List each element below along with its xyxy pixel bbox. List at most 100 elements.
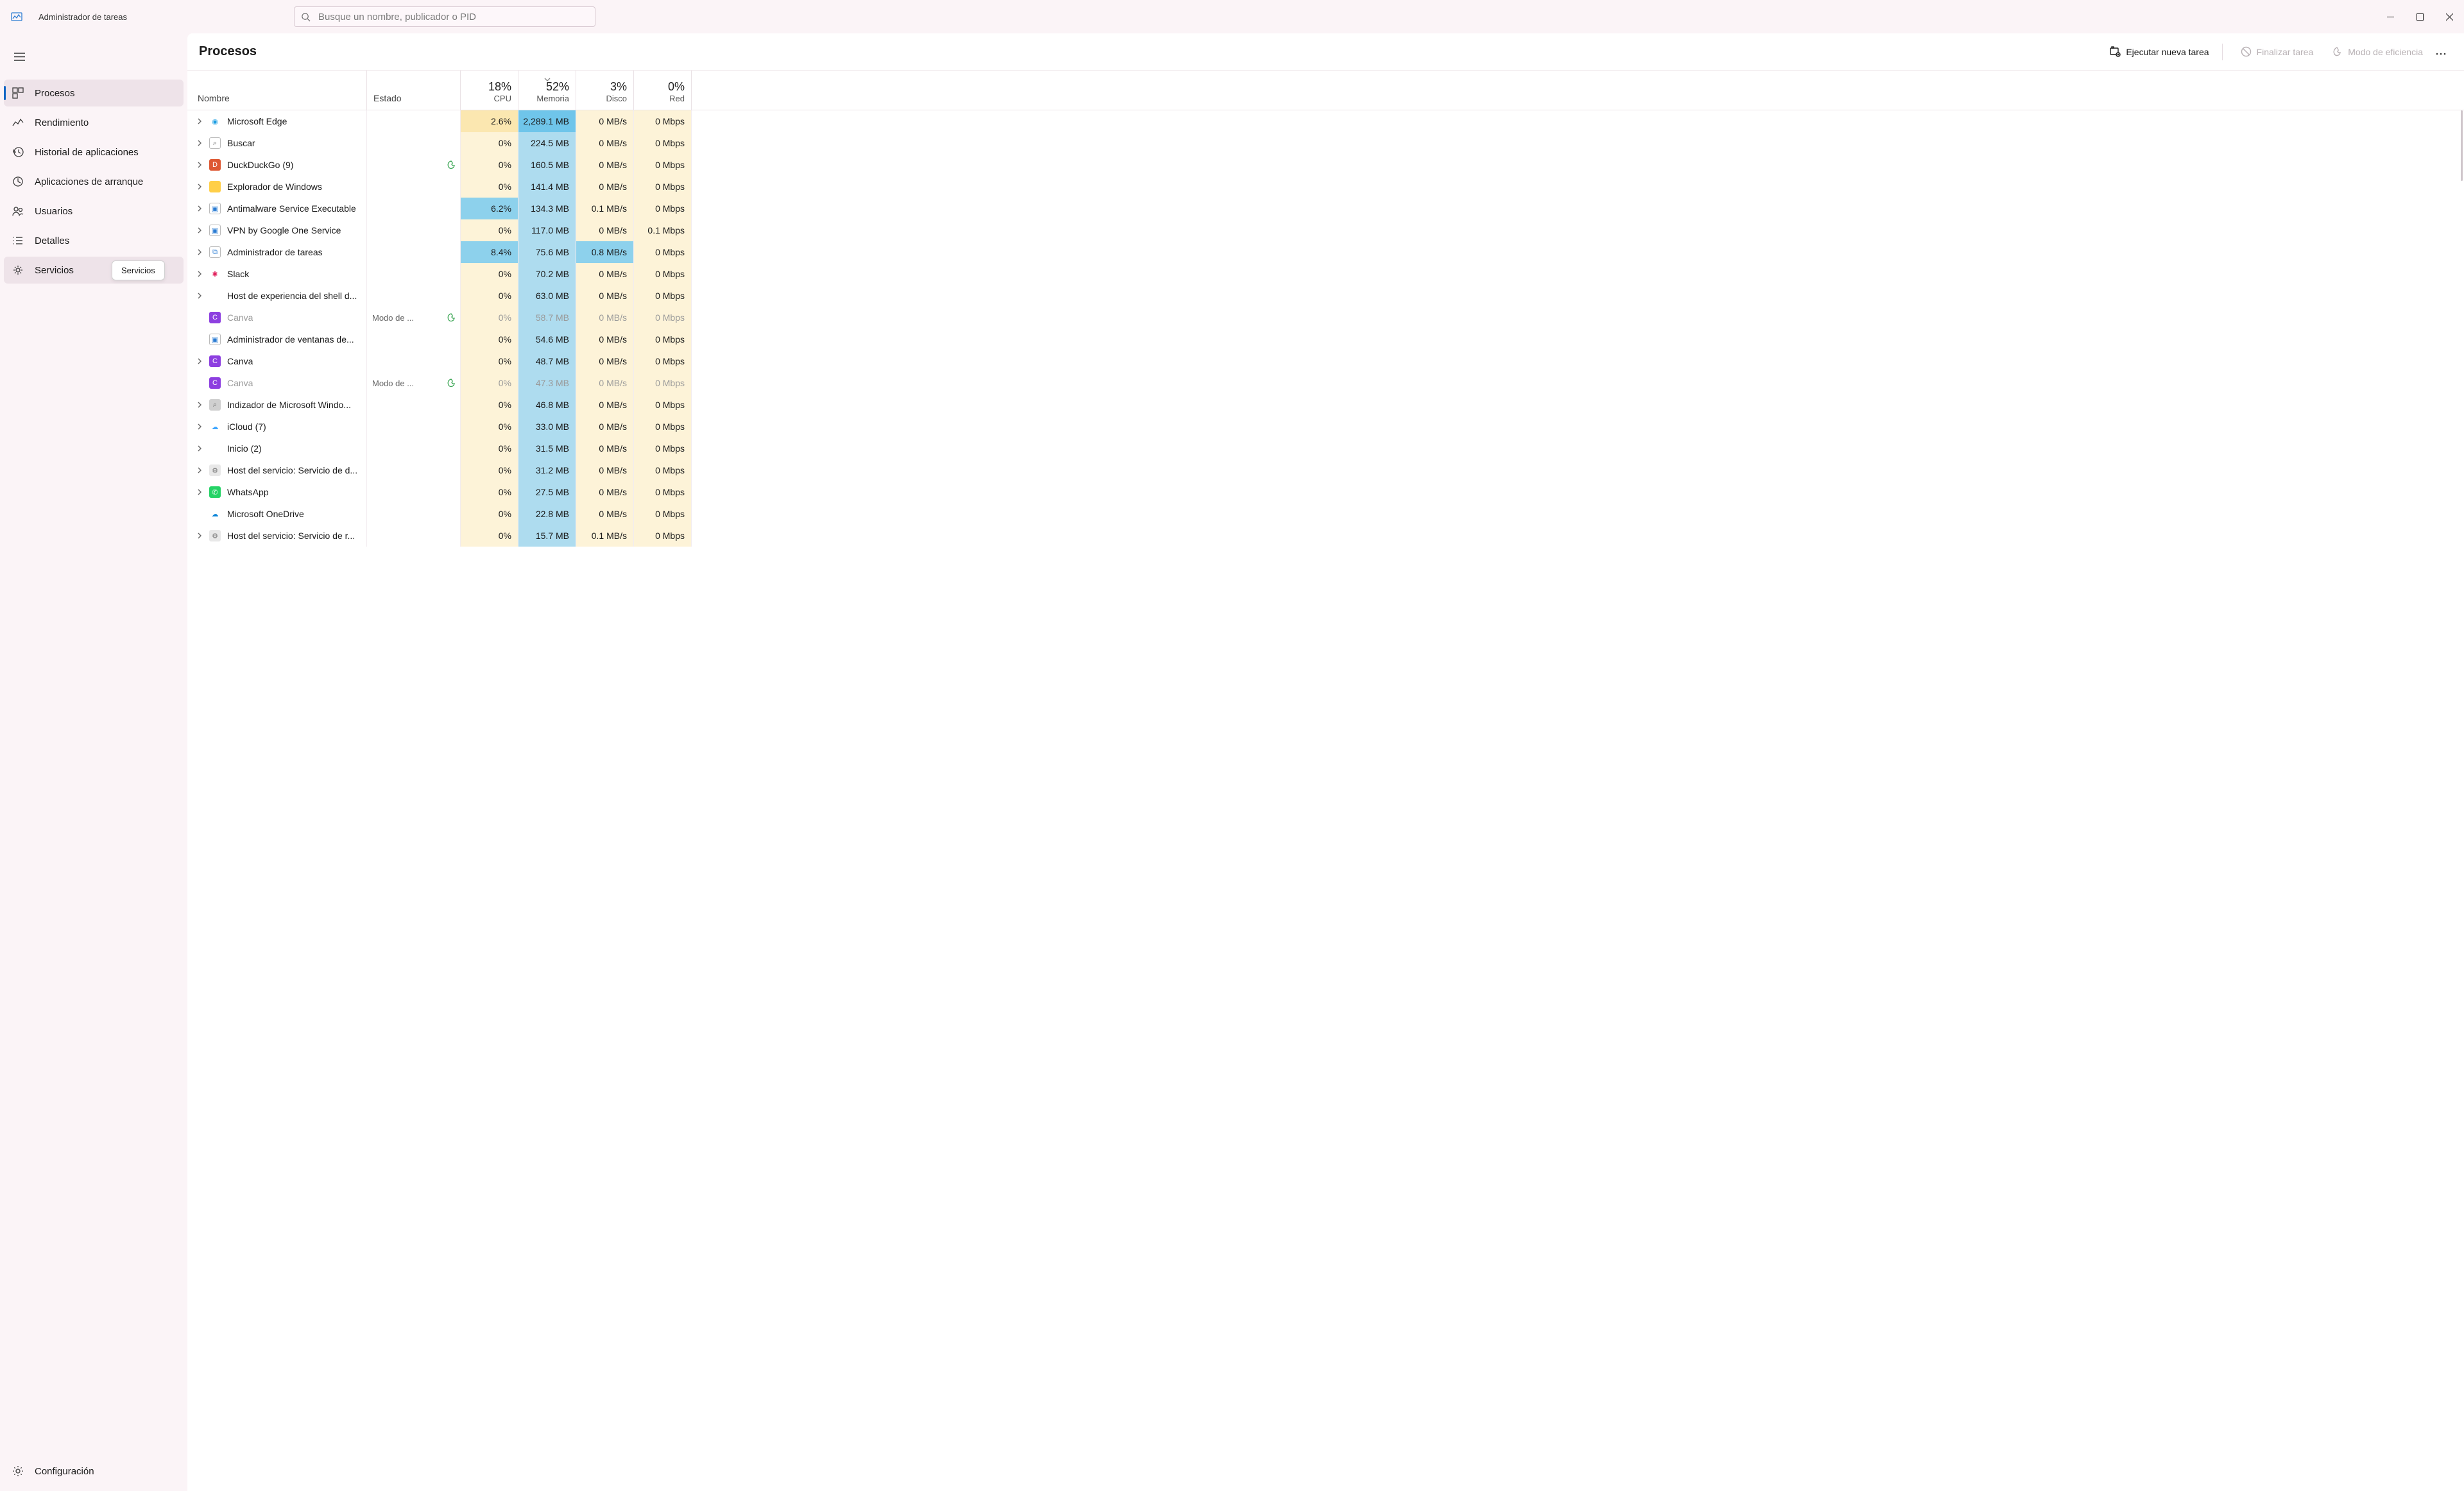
table-row[interactable]: ◉Microsoft Edge2.6%2,289.1 MB0 MB/s0 Mbp… xyxy=(187,110,2464,132)
minimize-button[interactable] xyxy=(2375,6,2405,27)
page-title: Procesos xyxy=(199,44,257,59)
maximize-button[interactable] xyxy=(2405,6,2434,27)
process-name: Host del servicio: Servicio de d... xyxy=(227,465,357,475)
cell-memory: 63.0 MB xyxy=(518,285,576,307)
table-row[interactable]: ⌕Buscar0%224.5 MB0 MB/s0 Mbps xyxy=(187,132,2464,154)
process-name: Administrador de tareas xyxy=(227,247,323,257)
expand-icon[interactable] xyxy=(194,227,205,234)
cell-network: 0 Mbps xyxy=(634,394,692,416)
expand-icon[interactable] xyxy=(194,183,205,190)
cell-state xyxy=(367,416,461,438)
process-name: Microsoft OneDrive xyxy=(227,509,304,519)
table-row[interactable]: CCanva0%48.7 MB0 MB/s0 Mbps xyxy=(187,350,2464,372)
table-row[interactable]: CCanvaModo de ...0%47.3 MB0 MB/s0 Mbps xyxy=(187,372,2464,394)
hamburger-button[interactable] xyxy=(6,44,32,69)
column-cpu[interactable]: 18% CPU xyxy=(461,71,518,110)
process-name: Inicio (2) xyxy=(227,443,262,454)
column-name[interactable]: Nombre xyxy=(187,71,367,110)
cell-state xyxy=(367,176,461,198)
process-icon: C xyxy=(209,312,221,323)
sidebar-item-app-history[interactable]: Historial de aplicaciones xyxy=(4,139,184,166)
expand-icon[interactable] xyxy=(194,118,205,124)
cell-memory: 48.7 MB xyxy=(518,350,576,372)
table-row[interactable]: ☁iCloud (7)0%33.0 MB0 MB/s0 Mbps xyxy=(187,416,2464,438)
expand-icon[interactable] xyxy=(194,293,205,299)
table-row[interactable]: ▣Administrador de ventanas de...0%54.6 M… xyxy=(187,328,2464,350)
expand-icon[interactable] xyxy=(194,271,205,277)
sidebar-item-settings[interactable]: Configuración xyxy=(4,1458,184,1485)
expand-icon[interactable] xyxy=(194,402,205,408)
more-button[interactable] xyxy=(2429,43,2452,61)
cell-name: CCanva xyxy=(187,350,367,372)
close-button[interactable] xyxy=(2434,6,2464,27)
table-row[interactable]: ✆WhatsApp0%27.5 MB0 MB/s0 Mbps xyxy=(187,481,2464,503)
expand-icon[interactable] xyxy=(194,532,205,539)
sidebar-item-performance[interactable]: Rendimiento xyxy=(4,109,184,136)
column-disk[interactable]: 3% Disco xyxy=(576,71,634,110)
column-memory[interactable]: 52% Memoria xyxy=(518,71,576,110)
table-row[interactable]: ⧉Administrador de tareas8.4%75.6 MB0.8 M… xyxy=(187,241,2464,263)
table-body[interactable]: ◉Microsoft Edge2.6%2,289.1 MB0 MB/s0 Mbp… xyxy=(187,110,2464,1491)
cell-name: ⌕Buscar xyxy=(187,132,367,154)
table-row[interactable]: ⚙Host del servicio: Servicio de d...0%31… xyxy=(187,459,2464,481)
cell-name: Host de experiencia del shell d... xyxy=(187,285,367,307)
table-row[interactable]: Inicio (2)0%31.5 MB0 MB/s0 Mbps xyxy=(187,438,2464,459)
search-input[interactable] xyxy=(318,12,588,22)
cell-memory: 160.5 MB xyxy=(518,154,576,176)
expand-icon[interactable] xyxy=(194,445,205,452)
table-row[interactable]: ⌕Indizador de Microsoft Windo...0%46.8 M… xyxy=(187,394,2464,416)
expand-icon[interactable] xyxy=(194,489,205,495)
cell-name: ⧉Administrador de tareas xyxy=(187,241,367,263)
sidebar-item-users[interactable]: Usuarios xyxy=(4,198,184,225)
process-name: iCloud (7) xyxy=(227,422,266,432)
expand-icon[interactable] xyxy=(194,205,205,212)
table-row[interactable]: CCanvaModo de ...0%58.7 MB0 MB/s0 Mbps xyxy=(187,307,2464,328)
expand-icon[interactable] xyxy=(194,358,205,364)
table-row[interactable]: ▣Antimalware Service Executable6.2%134.3… xyxy=(187,198,2464,219)
run-task-button[interactable]: Ejecutar nueva tarea xyxy=(2103,42,2215,62)
cell-cpu: 0% xyxy=(461,219,518,241)
sidebar-item-processes[interactable]: Procesos xyxy=(4,80,184,106)
table-row[interactable]: ☁Microsoft OneDrive0%22.8 MB0 MB/s0 Mbps xyxy=(187,503,2464,525)
column-network[interactable]: 0% Red xyxy=(634,71,692,110)
sidebar-item-label: Configuración xyxy=(35,1466,94,1477)
cell-name: ◉Microsoft Edge xyxy=(187,110,367,132)
cell-state xyxy=(367,241,461,263)
process-icon: ▣ xyxy=(209,203,221,214)
cell-state xyxy=(367,394,461,416)
table-row[interactable]: Explorador de Windows0%141.4 MB0 MB/s0 M… xyxy=(187,176,2464,198)
cell-state xyxy=(367,525,461,547)
scrollbar[interactable] xyxy=(2461,110,2463,181)
cell-memory: 70.2 MB xyxy=(518,263,576,285)
expand-icon[interactable] xyxy=(194,423,205,430)
process-icon xyxy=(209,290,221,302)
cell-network: 0 Mbps xyxy=(634,110,692,132)
expand-icon[interactable] xyxy=(194,467,205,473)
sidebar-item-services[interactable]: Servicios Servicios xyxy=(4,257,184,284)
cell-cpu: 0% xyxy=(461,154,518,176)
cell-state xyxy=(367,198,461,219)
expand-icon[interactable] xyxy=(194,140,205,146)
table-row[interactable]: ✱Slack0%70.2 MB0 MB/s0 Mbps xyxy=(187,263,2464,285)
state-text: Modo de ... xyxy=(372,379,414,388)
cell-state xyxy=(367,154,461,176)
expand-icon[interactable] xyxy=(194,162,205,168)
expand-icon[interactable] xyxy=(194,249,205,255)
cell-memory: 75.6 MB xyxy=(518,241,576,263)
app-title: Administrador de tareas xyxy=(38,12,127,22)
table-row[interactable]: ⚙Host del servicio: Servicio de r...0%15… xyxy=(187,525,2464,547)
column-state[interactable]: Estado xyxy=(367,71,461,110)
table-row[interactable]: Host de experiencia del shell d...0%63.0… xyxy=(187,285,2464,307)
cell-cpu: 0% xyxy=(461,416,518,438)
end-task-label: Finalizar tarea xyxy=(2257,47,2314,57)
cell-cpu: 6.2% xyxy=(461,198,518,219)
search-icon xyxy=(301,12,311,22)
cell-state xyxy=(367,350,461,372)
cell-network: 0 Mbps xyxy=(634,132,692,154)
table-row[interactable]: ▣VPN by Google One Service0%117.0 MB0 MB… xyxy=(187,219,2464,241)
cell-state xyxy=(367,481,461,503)
sidebar-item-startup[interactable]: Aplicaciones de arranque xyxy=(4,168,184,195)
table-row[interactable]: DDuckDuckGo (9)0%160.5 MB0 MB/s0 Mbps xyxy=(187,154,2464,176)
sidebar-item-details[interactable]: Detalles xyxy=(4,227,184,254)
search-box[interactable] xyxy=(294,6,595,27)
